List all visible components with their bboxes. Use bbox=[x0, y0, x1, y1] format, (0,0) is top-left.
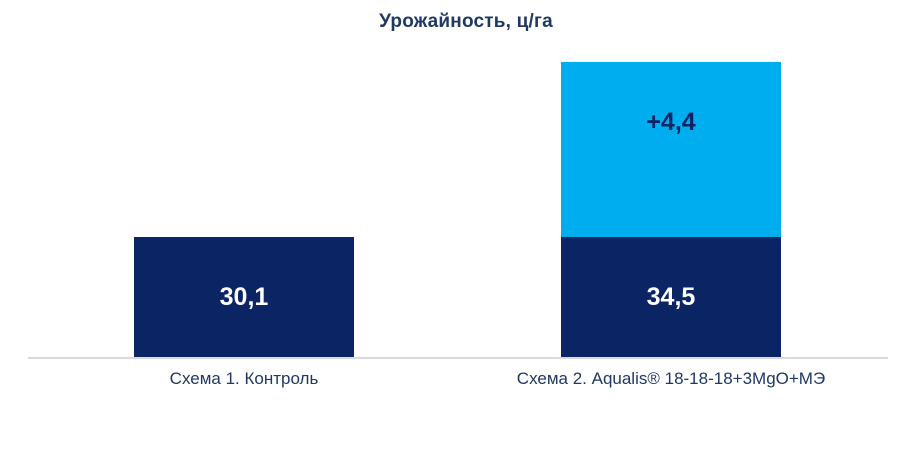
control-yield-value-label: 30,1 bbox=[219, 282, 269, 311]
bar-aqualis-increment-segment: +4,4 bbox=[561, 62, 781, 237]
chart-title: Урожайность, ц/га bbox=[379, 11, 553, 32]
bar-control-yield-segment: 30,1 bbox=[134, 237, 354, 357]
category-label-aqualis: Схема 2. Aqualis® 18-18-18+3MgO+МЭ bbox=[516, 369, 826, 388]
x-axis-baseline bbox=[28, 357, 888, 359]
aqualis-yield-value-label: 34,5 bbox=[646, 282, 696, 311]
aqualis-increment-value-label: +4,4 bbox=[646, 108, 696, 136]
bar-aqualis-yield-segment: 34,5 bbox=[561, 237, 781, 357]
category-label-control: Схема 1. Контроль bbox=[169, 369, 319, 388]
